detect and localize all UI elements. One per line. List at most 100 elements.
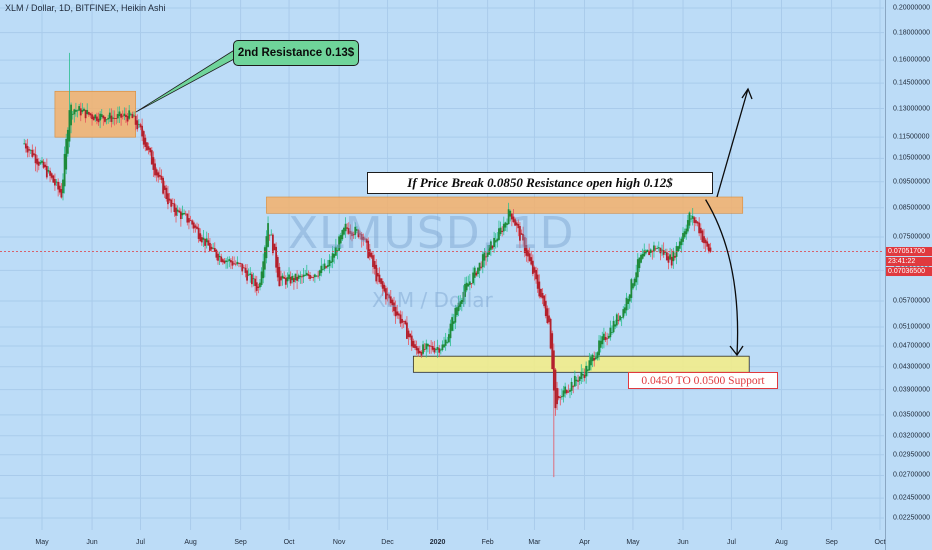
candle-body	[677, 246, 680, 252]
candle-body	[376, 272, 379, 277]
candle-body	[102, 115, 105, 119]
candle-body	[95, 116, 98, 121]
candle-body	[349, 230, 352, 234]
candle-body	[701, 230, 704, 243]
x-tick-label: May	[35, 539, 49, 546]
candle-body	[120, 113, 123, 118]
candle-body	[540, 288, 542, 298]
x-tick-label: Jul	[136, 539, 145, 546]
candle-body	[125, 114, 127, 118]
candle-body	[170, 199, 173, 207]
candle-body	[696, 221, 699, 224]
candle-body	[496, 238, 499, 242]
candle-body	[543, 295, 546, 307]
candle-body	[200, 237, 203, 243]
candle-body	[192, 222, 195, 229]
y-tick-label: 0.02250000	[893, 514, 930, 522]
candle-body	[79, 108, 82, 116]
candle-body	[491, 245, 494, 249]
candle-body	[228, 259, 231, 262]
candle-body	[564, 386, 567, 394]
candle-body	[238, 262, 240, 264]
candle-body	[175, 207, 177, 216]
candle-body	[142, 131, 145, 145]
candle-body	[191, 220, 194, 225]
y-tick-label: 0.04700000	[893, 342, 930, 350]
candle-body	[499, 227, 502, 235]
candle-body	[418, 350, 421, 354]
candle-body	[251, 274, 253, 285]
candle-body	[370, 252, 373, 258]
candle-body	[34, 154, 37, 164]
candle-body	[523, 237, 526, 254]
y-tick-label: 0.18000000	[893, 29, 930, 37]
support-callout[interactable]: 0.0450 TO 0.0500 Support	[628, 372, 778, 389]
candle-body	[481, 254, 484, 268]
second-resistance-callout[interactable]: 2nd Resistance 0.13$	[233, 40, 359, 66]
candle-body	[535, 269, 537, 280]
candle-body	[39, 162, 42, 164]
candle-body	[707, 244, 710, 252]
candle-body	[55, 181, 58, 183]
candle-body	[92, 116, 95, 121]
candle-body	[457, 302, 460, 312]
y-tick-label: 0.11500000	[893, 133, 930, 141]
candle-body	[189, 220, 192, 222]
candle-body	[602, 333, 605, 341]
candle-body	[498, 228, 500, 240]
candle-body	[351, 232, 353, 237]
candle-body	[365, 238, 368, 243]
candle-body	[415, 346, 418, 351]
breakout-callout[interactable]: If Price Break 0.0850 Resistance open hi…	[367, 172, 713, 194]
candle-body	[649, 249, 652, 254]
candle-body	[26, 145, 29, 153]
candle-body	[247, 274, 250, 276]
candle-body	[426, 344, 429, 347]
candle-body	[431, 346, 434, 350]
candle-body	[438, 348, 441, 353]
candle-body	[486, 252, 489, 257]
candle-body	[155, 169, 158, 176]
candle-body	[105, 119, 108, 121]
candle-body	[572, 386, 575, 388]
candle-body	[91, 114, 93, 120]
candle-body	[583, 374, 586, 379]
x-tick-label: May	[626, 539, 640, 546]
y-tick-label: 0.02700000	[893, 471, 930, 479]
candle-body	[414, 344, 416, 348]
candle-body	[205, 238, 208, 243]
candle-body	[317, 275, 320, 277]
candle-body	[78, 106, 81, 111]
y-tick-label: 0.05700000	[893, 297, 930, 305]
candle-body	[594, 357, 597, 360]
candle-body	[45, 165, 48, 178]
candle-body	[657, 247, 660, 249]
candle-body	[364, 238, 366, 240]
x-tick-label: Oct	[283, 539, 295, 546]
x-tick-label: Jun	[86, 539, 98, 546]
candle-body	[362, 236, 365, 241]
candle-body	[249, 273, 252, 275]
candle-body	[389, 296, 392, 304]
candle-body	[338, 236, 340, 251]
candle-body	[357, 229, 360, 238]
candle-body	[210, 246, 213, 250]
candle-body	[420, 351, 423, 356]
candle-body	[197, 227, 200, 239]
candle-body	[47, 170, 50, 172]
candle-body	[412, 340, 415, 348]
candle-body	[444, 339, 447, 346]
candle-body	[417, 348, 420, 354]
candle-body	[281, 275, 284, 279]
candle-body	[23, 143, 26, 145]
candle-body	[585, 365, 588, 377]
candle-body	[628, 294, 631, 302]
candle-body	[619, 315, 621, 321]
y-tick-label: 0.02950000	[893, 451, 930, 459]
candle-body	[75, 109, 77, 112]
candle-body	[307, 274, 310, 276]
candle-body	[570, 381, 573, 391]
candle-body	[299, 275, 302, 278]
candle-body	[381, 281, 384, 289]
